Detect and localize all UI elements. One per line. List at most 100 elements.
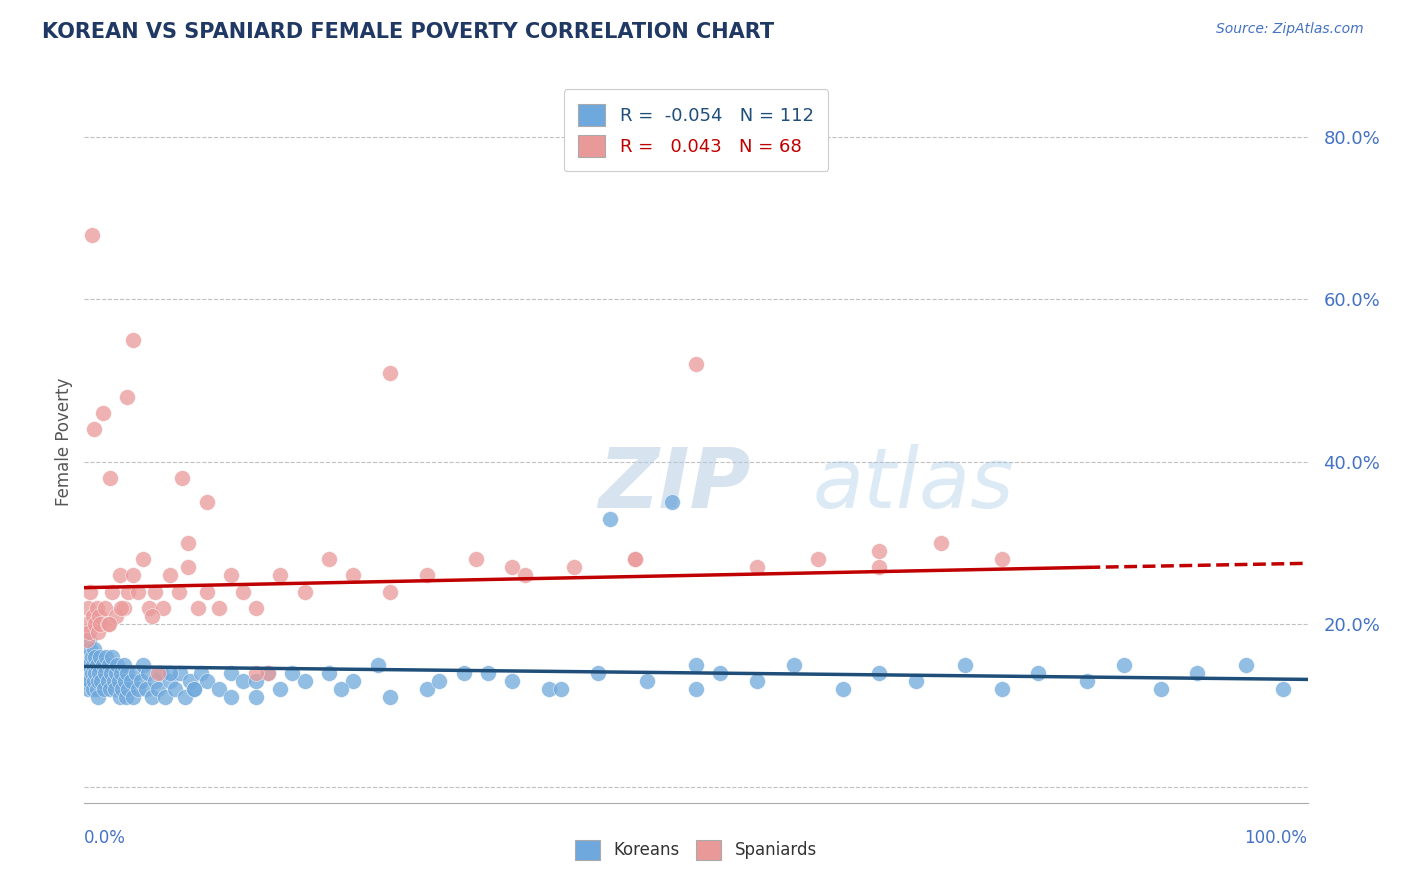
Point bbox=[84, 665, 107, 680]
Point bbox=[232, 673, 254, 688]
Point bbox=[136, 665, 159, 680]
Point bbox=[112, 601, 135, 615]
Point bbox=[245, 690, 267, 705]
Point bbox=[132, 552, 155, 566]
Point bbox=[747, 560, 769, 574]
Point bbox=[104, 682, 127, 697]
Point bbox=[219, 665, 242, 680]
Point bbox=[550, 682, 572, 697]
Point bbox=[685, 682, 707, 697]
Point bbox=[90, 673, 112, 688]
Point bbox=[122, 333, 145, 347]
Point bbox=[76, 633, 98, 648]
Point bbox=[318, 665, 340, 680]
Point bbox=[257, 665, 280, 680]
Point bbox=[208, 601, 231, 615]
Point bbox=[232, 584, 254, 599]
Point bbox=[269, 568, 291, 582]
Point bbox=[1187, 665, 1209, 680]
Point bbox=[75, 673, 97, 688]
Point bbox=[502, 560, 524, 574]
Point bbox=[502, 673, 524, 688]
Point bbox=[82, 682, 104, 697]
Point bbox=[685, 657, 707, 672]
Point bbox=[101, 649, 124, 664]
Point bbox=[87, 665, 110, 680]
Point bbox=[87, 690, 110, 705]
Point bbox=[91, 657, 114, 672]
Point bbox=[219, 690, 242, 705]
Point bbox=[115, 690, 138, 705]
Point bbox=[117, 682, 139, 697]
Point bbox=[869, 665, 891, 680]
Point bbox=[195, 584, 218, 599]
Point bbox=[624, 552, 647, 566]
Point bbox=[83, 641, 105, 656]
Point bbox=[101, 584, 124, 599]
Point bbox=[143, 673, 166, 688]
Point bbox=[114, 673, 136, 688]
Point bbox=[103, 673, 125, 688]
Text: Source: ZipAtlas.com: Source: ZipAtlas.com bbox=[1216, 22, 1364, 37]
Point bbox=[330, 682, 353, 697]
Point bbox=[1150, 682, 1173, 697]
Point bbox=[159, 673, 181, 688]
Point bbox=[86, 657, 108, 672]
Point bbox=[869, 544, 891, 558]
Point bbox=[97, 673, 120, 688]
Point bbox=[98, 682, 121, 697]
Point bbox=[87, 609, 110, 624]
Point bbox=[159, 568, 181, 582]
Point bbox=[107, 673, 129, 688]
Point bbox=[294, 584, 316, 599]
Point bbox=[89, 649, 111, 664]
Point bbox=[152, 601, 174, 615]
Point bbox=[831, 682, 853, 697]
Point bbox=[138, 601, 160, 615]
Point bbox=[807, 552, 830, 566]
Point bbox=[84, 617, 107, 632]
Point bbox=[179, 673, 201, 688]
Point bbox=[87, 673, 110, 688]
Point bbox=[94, 601, 117, 615]
Point bbox=[86, 682, 108, 697]
Point bbox=[195, 495, 218, 509]
Point bbox=[342, 673, 364, 688]
Point bbox=[294, 673, 316, 688]
Point bbox=[82, 657, 104, 672]
Point bbox=[159, 665, 181, 680]
Point bbox=[562, 560, 585, 574]
Point bbox=[82, 609, 104, 624]
Point bbox=[464, 552, 486, 566]
Point bbox=[1272, 682, 1295, 697]
Point bbox=[76, 665, 98, 680]
Point bbox=[77, 633, 100, 648]
Point bbox=[380, 584, 402, 599]
Point bbox=[100, 665, 122, 680]
Point bbox=[991, 682, 1014, 697]
Point bbox=[105, 657, 128, 672]
Point bbox=[172, 471, 194, 485]
Point bbox=[173, 690, 195, 705]
Point bbox=[624, 552, 647, 566]
Point bbox=[108, 690, 131, 705]
Point bbox=[76, 657, 98, 672]
Point bbox=[91, 406, 114, 420]
Point bbox=[105, 609, 128, 624]
Point bbox=[97, 617, 120, 632]
Point bbox=[77, 649, 100, 664]
Point bbox=[513, 568, 536, 582]
Point bbox=[636, 673, 658, 688]
Point bbox=[146, 665, 169, 680]
Point bbox=[79, 584, 101, 599]
Y-axis label: Female Poverty: Female Poverty bbox=[55, 377, 73, 506]
Text: ZIP: ZIP bbox=[598, 444, 751, 525]
Point bbox=[661, 495, 683, 509]
Point bbox=[75, 617, 97, 632]
Point bbox=[135, 682, 157, 697]
Point bbox=[538, 682, 561, 697]
Point bbox=[342, 568, 364, 582]
Point bbox=[129, 673, 152, 688]
Legend: Koreans, Spaniards: Koreans, Spaniards bbox=[568, 833, 824, 867]
Point bbox=[143, 584, 166, 599]
